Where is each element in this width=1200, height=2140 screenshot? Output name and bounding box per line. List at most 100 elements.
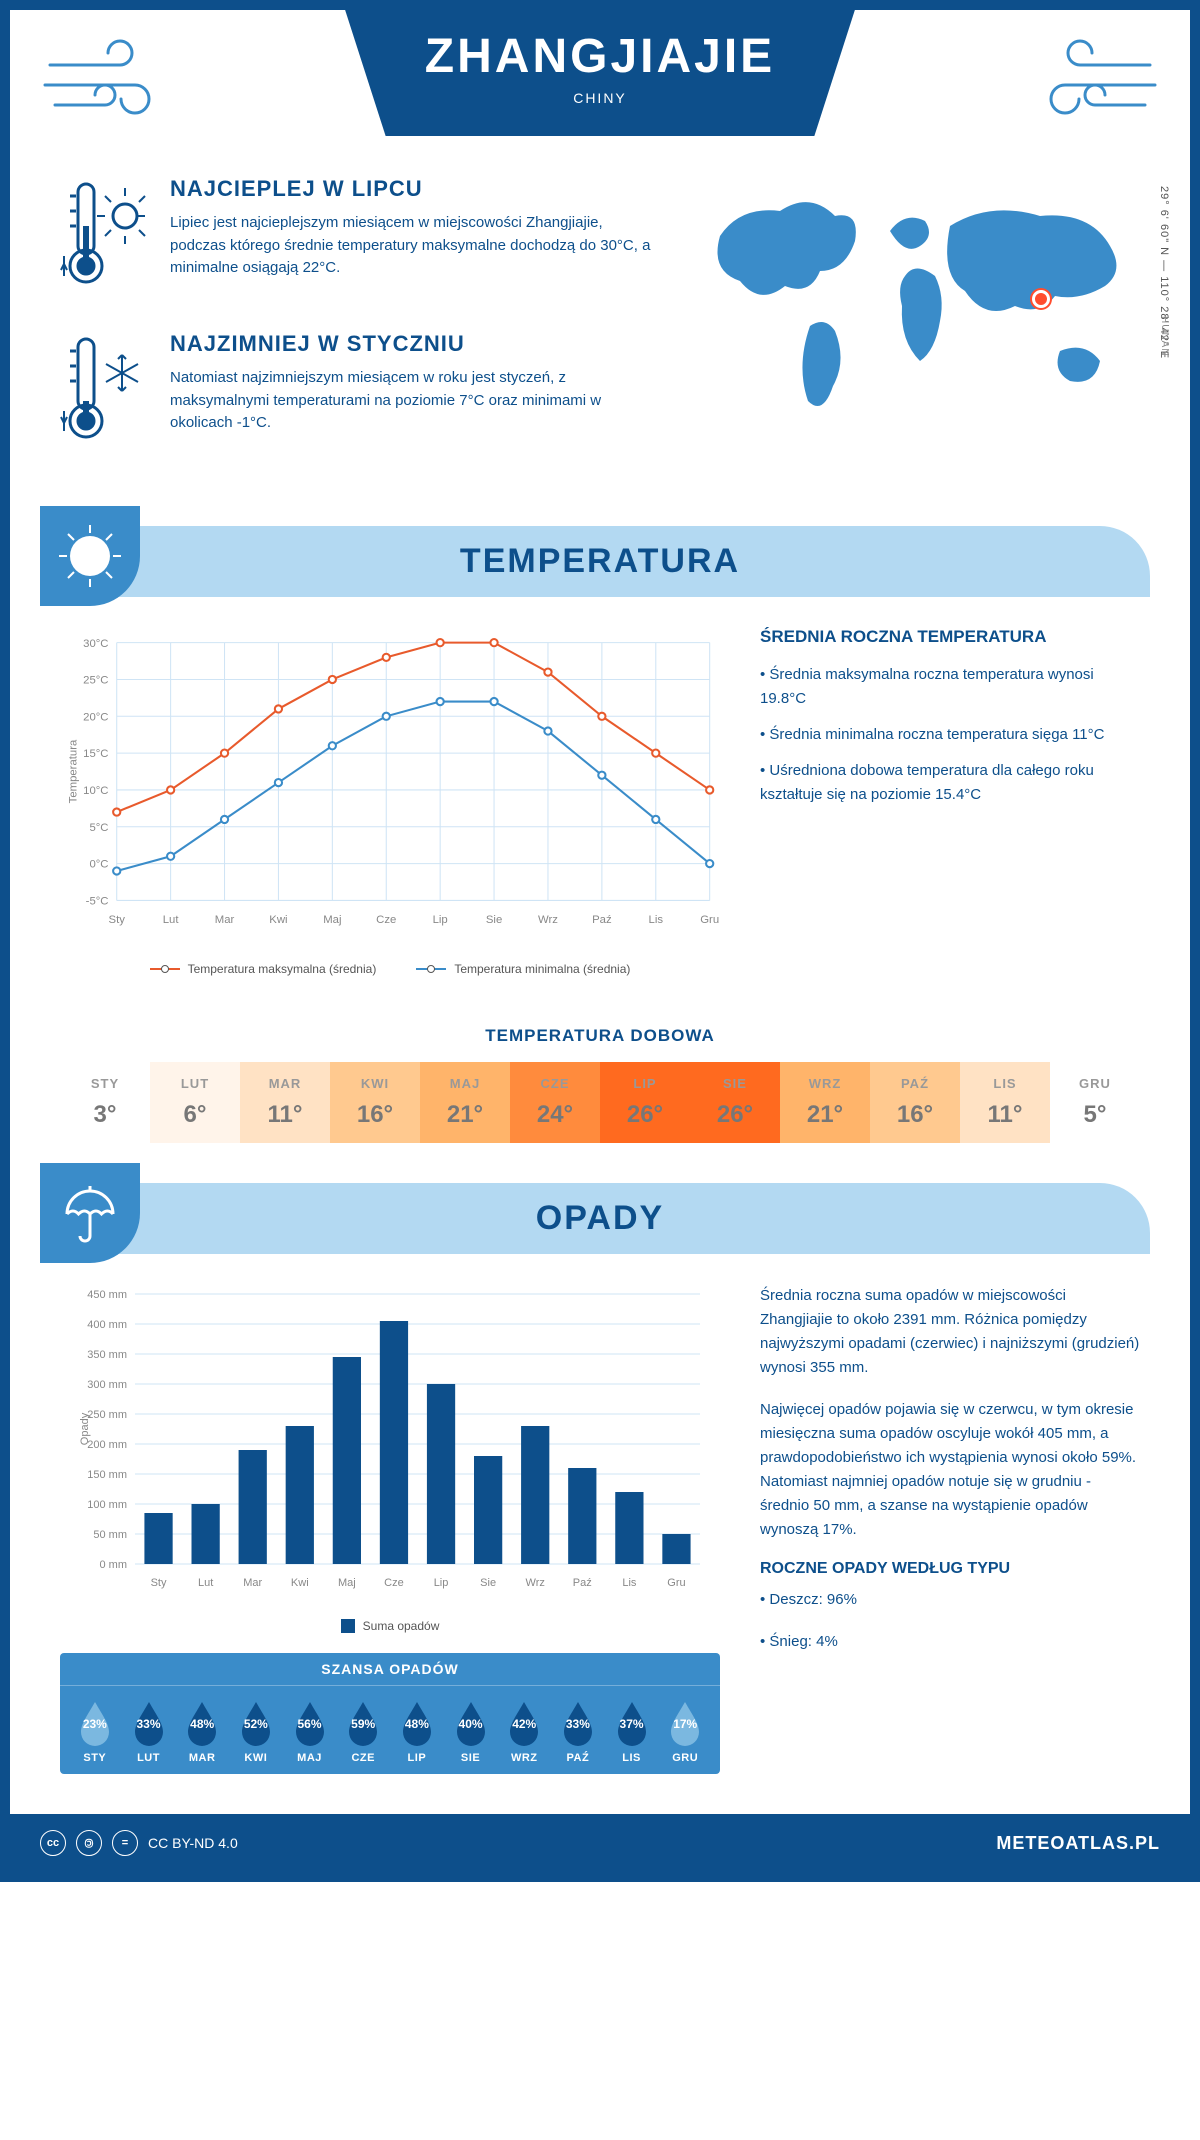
page-container: ZHANGJIAJIE CHINY NAJCIEPLEJ W LIPCU Lip… [0,0,1200,1882]
daily-month-label: PAŹ [874,1076,956,1091]
raindrop-icon: 23% [75,1698,115,1746]
chance-month: LUT [122,1752,176,1764]
daily-month-label: GRU [1054,1076,1136,1091]
hottest-title: NAJCIEPLEJ W LIPCU [170,176,660,202]
daily-temp-value: 26° [694,1101,776,1129]
svg-text:0°C: 0°C [89,859,108,871]
by-icon: 🄯 [76,1830,102,1856]
raindrop-icon: 59% [343,1698,383,1746]
precip-body: 0 mm50 mm100 mm150 mm200 mm250 mm300 mm3… [10,1254,1190,1814]
daily-temp-value: 11° [964,1101,1046,1129]
daily-temp-cell: LIP 26° [600,1062,690,1143]
svg-text:Mar: Mar [215,914,235,926]
precip-chance-box: SZANSA OPADÓW 23% STY 33% LUT 48% MAR 52… [60,1653,720,1774]
raindrop-icon: 40% [451,1698,491,1746]
hottest-block: NAJCIEPLEJ W LIPCU Lipiec jest najcieple… [60,176,660,301]
wind-icon-left [40,30,180,135]
chance-month: KWI [229,1752,283,1764]
daily-temp-value: 3° [64,1101,146,1129]
thermometer-cold-icon [60,331,150,456]
chance-cell: 17% GRU [658,1698,712,1764]
daily-temp-title: TEMPERATURA DOBOWA [10,1026,1190,1046]
coldest-text: Natomiast najzimniejszym miesiącem w rok… [170,367,660,435]
city-title: ZHANGJIAJIE [425,29,775,84]
svg-text:5°C: 5°C [89,822,108,834]
precip-p2: Najwięcej opadów pojawia się w czerwcu, … [760,1398,1140,1542]
avg-temp-title: ŚREDNIA ROCZNA TEMPERATURA [760,627,1140,647]
precip-p1: Średnia roczna suma opadów w miejscowośc… [760,1284,1140,1380]
chance-month: STY [68,1752,122,1764]
hottest-text: Lipiec jest najcieplejszym miesiącem w m… [170,212,660,280]
daily-temp-cell: MAJ21° [420,1062,510,1143]
chance-month: WRZ [497,1752,551,1764]
svg-text:Sie: Sie [486,914,502,926]
raindrop-icon: 37% [612,1698,652,1746]
nd-icon: = [112,1830,138,1856]
chance-cell: 37% LIS [605,1698,659,1764]
precip-section-header: OPADY [50,1183,1150,1254]
svg-text:30°C: 30°C [83,638,108,650]
svg-text:200 mm: 200 mm [87,1439,127,1451]
chance-percent: 23% [83,1717,107,1731]
world-map-block: 29° 6' 60" N — 110° 28' 42" E HUNAN [690,176,1140,436]
temperature-legend: Temperatura maksymalna (średnia)Temperat… [60,962,720,976]
daily-temp-cell: MAR11° [240,1062,330,1143]
svg-text:20°C: 20°C [83,711,108,723]
svg-text:Cze: Cze [384,1577,404,1589]
precip-legend: Suma opadów [60,1619,720,1633]
svg-text:25°C: 25°C [83,675,108,687]
daily-month-label: MAR [244,1076,326,1091]
header: ZHANGJIAJIE CHINY [10,10,1190,136]
precip-legend-label: Suma opadów [363,1619,440,1633]
temp-bullet: • Uśredniona dobowa temperatura dla całe… [760,759,1140,807]
daily-temp-cell: SIE26° [690,1062,780,1143]
sun-icon [40,506,140,606]
daily-temp-value: 16° [334,1101,416,1129]
temperature-info: ŚREDNIA ROCZNA TEMPERATURA • Średnia mak… [760,627,1140,976]
svg-text:400 mm: 400 mm [87,1319,127,1331]
precip-type-line: • Śnieg: 4% [760,1630,1140,1654]
precip-title: OPADY [66,1199,1134,1238]
raindrop-icon: 33% [558,1698,598,1746]
svg-text:Wrz: Wrz [538,914,558,926]
chance-month: SIE [444,1752,498,1764]
precip-info: Średnia roczna suma opadów w miejscowośc… [760,1284,1140,1794]
daily-temp-cell: LIS11° [960,1062,1050,1143]
chance-percent: 48% [405,1717,429,1731]
daily-month-label: LIP [604,1076,686,1091]
svg-text:Cze: Cze [376,914,396,926]
chance-cell: 33% LUT [122,1698,176,1764]
svg-text:250 mm: 250 mm [87,1409,127,1421]
daily-month-label: KWI [334,1076,416,1091]
svg-text:100 mm: 100 mm [87,1499,127,1511]
chance-cell: 52% KWI [229,1698,283,1764]
svg-text:50 mm: 50 mm [93,1529,127,1541]
daily-month-label: STY [64,1076,146,1091]
raindrop-icon: 42% [504,1698,544,1746]
svg-text:Kwi: Kwi [269,914,287,926]
coldest-block: NAJZIMNIEJ W STYCZNIU Natomiast najzimni… [60,331,660,456]
svg-text:Lis: Lis [622,1577,637,1589]
daily-month-label: LUT [154,1076,236,1091]
region-label: HUNAN [1159,316,1170,357]
temp-bullet: • Średnia minimalna roczna temperatura s… [760,723,1140,747]
svg-text:Lip: Lip [434,1577,449,1589]
svg-text:15°C: 15°C [83,748,108,760]
svg-text:Wrz: Wrz [526,1577,545,1589]
legend-item: Temperatura minimalna (średnia) [416,962,630,976]
svg-text:10°C: 10°C [83,785,108,797]
svg-text:Mar: Mar [243,1577,262,1589]
chance-month: GRU [658,1752,712,1764]
daily-month-label: WRZ [784,1076,866,1091]
temperature-body: -5°C0°C5°C10°C15°C20°C25°C30°CStyLutMarK… [10,597,1190,1006]
title-banner: ZHANGJIAJIE CHINY [345,9,855,136]
svg-text:Paź: Paź [573,1577,592,1589]
world-map [690,176,1140,436]
svg-text:0 mm: 0 mm [100,1559,128,1571]
svg-text:-5°C: -5°C [86,896,109,908]
svg-text:Maj: Maj [323,914,341,926]
chance-cell: 33% PAŹ [551,1698,605,1764]
raindrop-icon: 52% [236,1698,276,1746]
svg-text:Kwi: Kwi [291,1577,309,1589]
daily-temp-value: 26° [604,1101,686,1129]
